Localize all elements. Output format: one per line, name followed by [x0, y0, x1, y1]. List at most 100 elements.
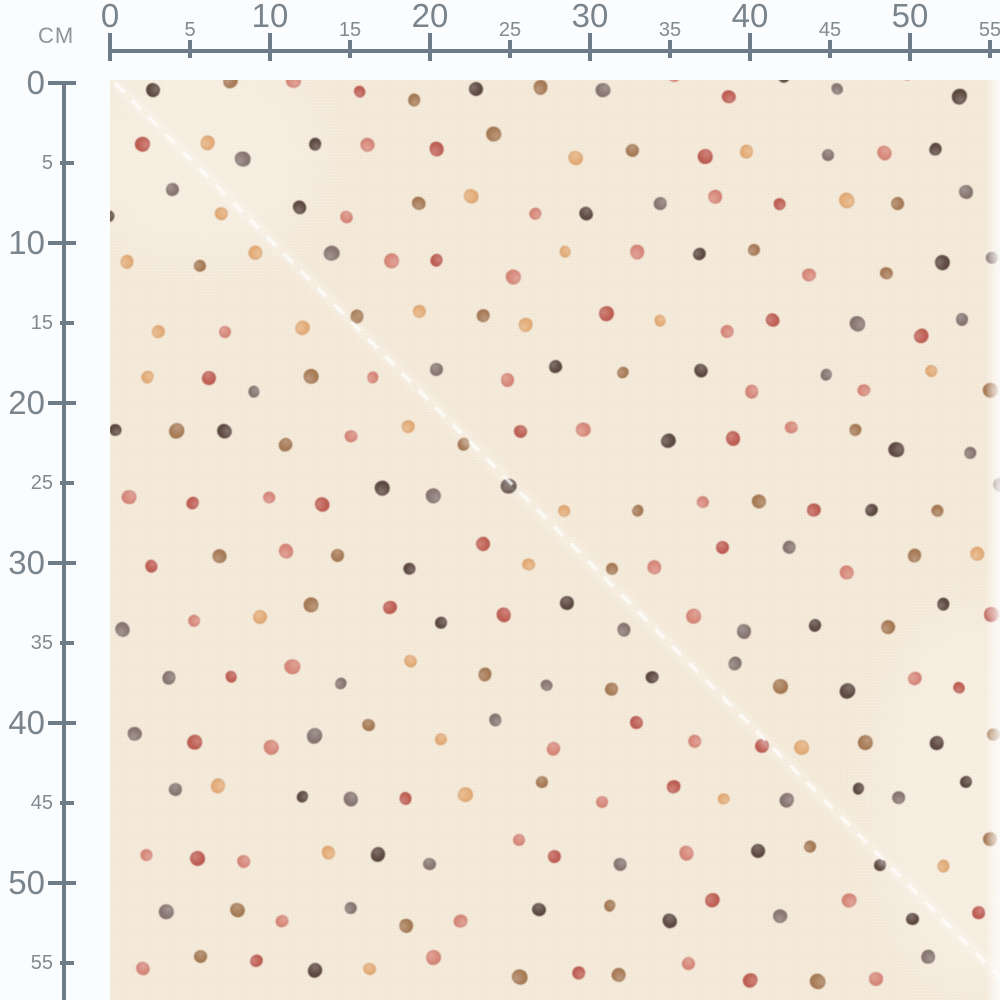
polka-dot	[819, 146, 837, 164]
polka-dot	[955, 312, 968, 326]
polka-dot	[157, 903, 175, 920]
polka-dot	[500, 372, 516, 388]
polka-dot	[594, 82, 612, 99]
polka-dot	[512, 423, 530, 441]
polka-dot	[184, 494, 202, 512]
ruler-top-major-label: 50	[891, 0, 929, 34]
polka-dot	[657, 431, 678, 452]
polka-dot	[802, 839, 818, 854]
polka-dot	[840, 891, 858, 909]
polka-dot	[748, 841, 768, 861]
polka-dot	[880, 619, 896, 636]
polka-dot	[357, 135, 378, 155]
polka-dot	[454, 784, 477, 806]
polka-dot	[371, 478, 393, 499]
polka-dot	[188, 850, 206, 868]
polka-dot	[874, 143, 894, 164]
polka-dot	[283, 657, 302, 676]
polka-dot	[320, 844, 337, 862]
polka-dot	[434, 615, 448, 630]
polka-dot	[835, 189, 858, 212]
ruler-top-major-tick	[748, 33, 752, 61]
ruler-left-line	[62, 81, 66, 1000]
ruler-left-major-label: 10	[8, 224, 45, 261]
polka-dot	[776, 790, 796, 811]
polka-dot	[958, 185, 973, 200]
polka-dot	[575, 421, 592, 438]
polka-dot	[837, 680, 859, 701]
ruler-top-minor-label: 5	[184, 19, 196, 41]
polka-dot	[715, 540, 730, 555]
polka-dot	[774, 80, 794, 86]
ruler-top-minor-tick	[828, 40, 832, 58]
ruler-left-minor-label: 5	[41, 152, 53, 174]
polka-dot	[209, 775, 228, 795]
ruler-left-minor-tick	[60, 801, 74, 805]
polka-dot	[421, 856, 437, 872]
polka-dot	[575, 204, 595, 224]
polka-dot	[218, 325, 232, 340]
ruler-left-minor-label: 15	[30, 312, 53, 334]
ruler-left-minor-tick	[60, 321, 74, 325]
polka-dot	[763, 310, 783, 330]
polka-dot	[165, 419, 188, 442]
ruler-top-minor-label: 45	[818, 19, 842, 41]
ruler-top-minor-tick	[988, 40, 992, 58]
ruler-top-major-tick	[268, 33, 272, 61]
polka-dot	[211, 547, 230, 565]
polka-dot	[360, 717, 378, 734]
polka-dot	[850, 780, 866, 797]
polka-dot	[659, 910, 681, 932]
ruler-top-minor-tick	[348, 40, 352, 58]
polka-dot	[879, 265, 895, 281]
polka-dot	[260, 488, 279, 506]
polka-dot	[476, 308, 490, 323]
polka-dot	[533, 773, 550, 790]
polka-dot	[125, 724, 145, 744]
polka-dot	[695, 146, 716, 166]
polka-dot	[654, 314, 667, 328]
polka-dot	[684, 606, 704, 626]
polka-dot	[305, 960, 326, 981]
polka-dot	[665, 778, 683, 796]
polka-dot	[381, 250, 402, 271]
polka-dot	[113, 620, 132, 640]
ruler-left-minor-label: 35	[30, 632, 53, 654]
polka-dot	[856, 734, 875, 752]
polka-dot	[276, 541, 297, 562]
polka-dot	[936, 596, 951, 611]
polka-dot	[410, 302, 428, 320]
polka-dot	[409, 194, 429, 213]
polka-dot	[623, 141, 643, 160]
polka-dot	[963, 446, 977, 461]
polka-dot	[510, 966, 530, 987]
polka-dot	[312, 493, 333, 515]
polka-dot	[110, 424, 122, 436]
polka-dot	[484, 125, 503, 144]
ruler-top-minor-label: 55	[978, 19, 1000, 41]
polka-dot	[381, 599, 398, 615]
polka-dot	[292, 318, 313, 339]
ruler-left-major-tick	[48, 561, 76, 565]
polka-dot	[466, 80, 486, 99]
polka-dot	[300, 595, 321, 615]
polka-dot	[337, 207, 356, 226]
polka-dot	[628, 714, 645, 731]
polka-dot	[527, 206, 544, 223]
polka-dot	[690, 245, 709, 263]
polka-dot	[427, 139, 446, 159]
polka-dot	[596, 303, 618, 324]
polka-dot	[630, 502, 647, 520]
polka-dot	[302, 367, 320, 385]
polka-dot	[707, 189, 723, 205]
polka-dot	[807, 616, 824, 634]
polka-dot	[452, 913, 470, 929]
polka-dot	[558, 245, 571, 258]
polka-dot	[739, 970, 760, 991]
polka-dot	[612, 856, 628, 872]
polka-dot	[745, 384, 759, 399]
polka-dot	[746, 243, 761, 257]
polka-dot	[139, 368, 156, 386]
ruler-left-minor-tick	[60, 481, 74, 485]
